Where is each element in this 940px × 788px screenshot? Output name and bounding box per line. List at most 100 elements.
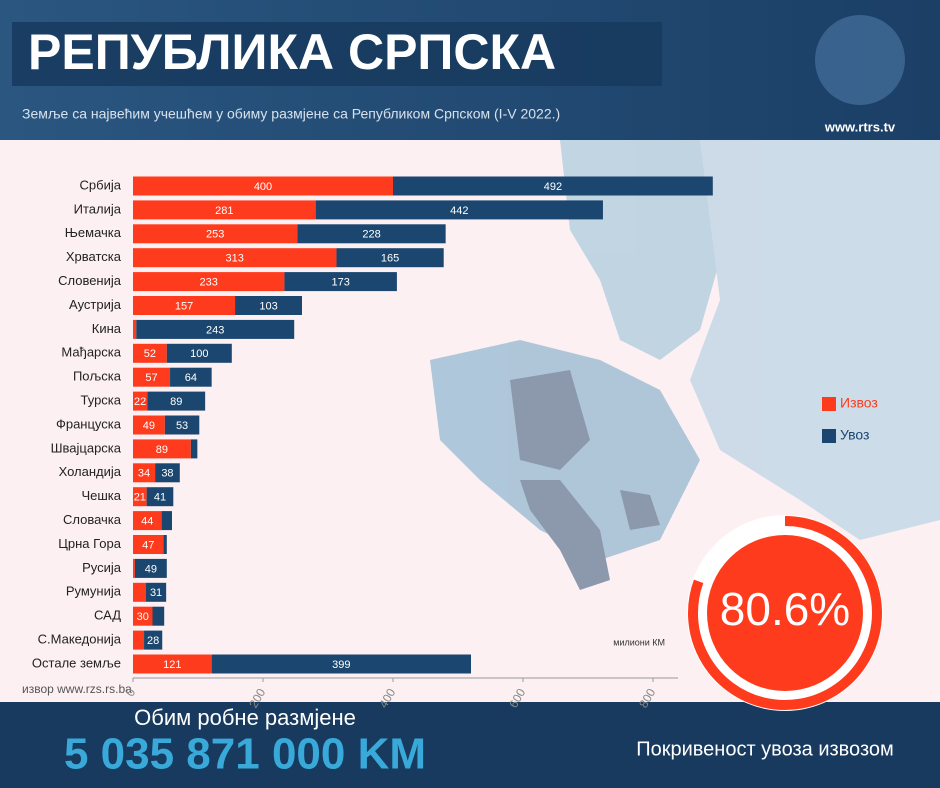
- y-tick-label: Словачка: [63, 512, 122, 527]
- bar-segment: [133, 391, 148, 411]
- bar-label: 492: [544, 181, 562, 193]
- legend-swatch: [822, 397, 836, 411]
- bar-label: 57: [145, 372, 157, 384]
- bar-label: 89: [156, 444, 168, 456]
- bar-label: 22: [134, 396, 146, 408]
- coverage-arc: [688, 516, 882, 710]
- y-tick-label: Србија: [80, 177, 122, 192]
- y-tick-label: САД: [94, 608, 121, 623]
- bar-label: 47: [142, 539, 154, 551]
- bar-label: 49: [145, 563, 157, 575]
- bar-segment: [133, 630, 145, 650]
- y-tick-label: Остале земље: [32, 655, 121, 670]
- title-box: [12, 22, 662, 86]
- bar-segment: [297, 224, 446, 244]
- y-tick-label: Хрватска: [66, 249, 122, 264]
- bar-segment: [152, 606, 165, 626]
- bar-label: 44: [141, 516, 153, 528]
- y-tick-label: Аустрија: [69, 297, 122, 312]
- coverage-value: 80.6%: [720, 583, 850, 635]
- bar-label: 281: [215, 205, 233, 217]
- bar-segment: [133, 176, 393, 196]
- y-tick-label: Италија: [74, 201, 122, 216]
- bar-label: 121: [163, 659, 181, 671]
- bar-label: 41: [154, 492, 166, 504]
- bar-segment: [336, 248, 444, 268]
- bar-segment: [133, 582, 146, 602]
- bar-segment: [161, 511, 172, 531]
- bar-segment: [133, 296, 236, 315]
- bar-label: 100: [190, 348, 208, 360]
- bar-label: 399: [332, 659, 350, 671]
- bar-segment: [211, 654, 471, 674]
- bar-segment: [166, 343, 232, 363]
- bar-segment: [133, 224, 298, 244]
- y-tick-label: Словенија: [58, 273, 122, 288]
- bar-label: 173: [331, 277, 349, 289]
- bar-segment: [133, 487, 147, 507]
- bar-segment: [133, 463, 156, 483]
- bar-segment: [284, 272, 397, 292]
- bar-segment: [133, 319, 137, 339]
- bar-label: 30: [137, 611, 149, 623]
- coverage-label: Покривеност увоза извозом: [636, 738, 894, 760]
- legend-label: Извоз: [840, 395, 878, 411]
- logo: [815, 15, 905, 105]
- footer-bg: [0, 702, 940, 788]
- bar-segment: [133, 200, 316, 220]
- bar-segment: [133, 654, 212, 674]
- bar-segment: [133, 415, 165, 435]
- bar-segment: [190, 439, 198, 459]
- y-tick-label: С.Македонија: [38, 632, 122, 647]
- bar-label: 313: [226, 253, 244, 265]
- y-tick-label: Швајцарска: [51, 440, 122, 455]
- y-tick-label: Турска: [81, 393, 122, 408]
- ring-center: [707, 535, 863, 691]
- source: извор www.rzs.rs.ba: [22, 682, 132, 696]
- y-tick-label: Њемачка: [65, 225, 122, 240]
- bar-segment: [163, 535, 167, 554]
- bar-segment: [133, 367, 171, 387]
- bar-label: 243: [206, 324, 224, 336]
- site: www.rtrs.tv: [824, 119, 896, 134]
- bar-segment: [133, 535, 164, 554]
- legend-label: Увоз: [840, 427, 869, 443]
- bar-segment: [147, 391, 206, 411]
- bar-label: 53: [176, 420, 188, 432]
- y-tick-label: Русија: [82, 560, 122, 575]
- bar-label: 49: [143, 420, 155, 432]
- bar-segment: [133, 606, 153, 626]
- y-tick-label: Румунија: [66, 584, 122, 599]
- volume-label: Обим робне размјене: [134, 705, 356, 730]
- bar-segment: [315, 200, 603, 220]
- y-tick-label: Црна Гора: [58, 536, 121, 551]
- y-tick-label: Пољска: [73, 369, 122, 384]
- bar-segment: [155, 463, 180, 483]
- bar-segment: [164, 415, 200, 435]
- bar-label: 165: [381, 253, 399, 265]
- bar-label: 34: [138, 468, 150, 480]
- bar-segment: [393, 176, 713, 196]
- bar-label: 64: [185, 372, 197, 384]
- bar-segment: [170, 367, 212, 387]
- bar-segment: [134, 558, 167, 578]
- bar-label: 228: [362, 229, 380, 241]
- bar-segment: [146, 487, 174, 507]
- volume-value: 5 035 871 000 KM: [64, 730, 426, 779]
- bar-segment: [133, 511, 162, 531]
- bar-label: 400: [254, 181, 272, 193]
- y-tick-label: Мађарска: [61, 345, 121, 360]
- bar-label: 103: [259, 300, 277, 312]
- subtitle: Земље са највећим учешћем у обиму размје…: [22, 106, 560, 122]
- map: [430, 140, 940, 590]
- bar-segment: [136, 319, 295, 339]
- bar-segment: [133, 272, 285, 292]
- bar-label: 233: [200, 277, 218, 289]
- bar-segment: [144, 630, 163, 650]
- bar-label: 253: [206, 229, 224, 241]
- bar-label: 21: [134, 492, 146, 504]
- y-tick-label: Чешка: [81, 488, 121, 503]
- bar-segment: [235, 296, 302, 315]
- bar-label: 157: [175, 300, 193, 312]
